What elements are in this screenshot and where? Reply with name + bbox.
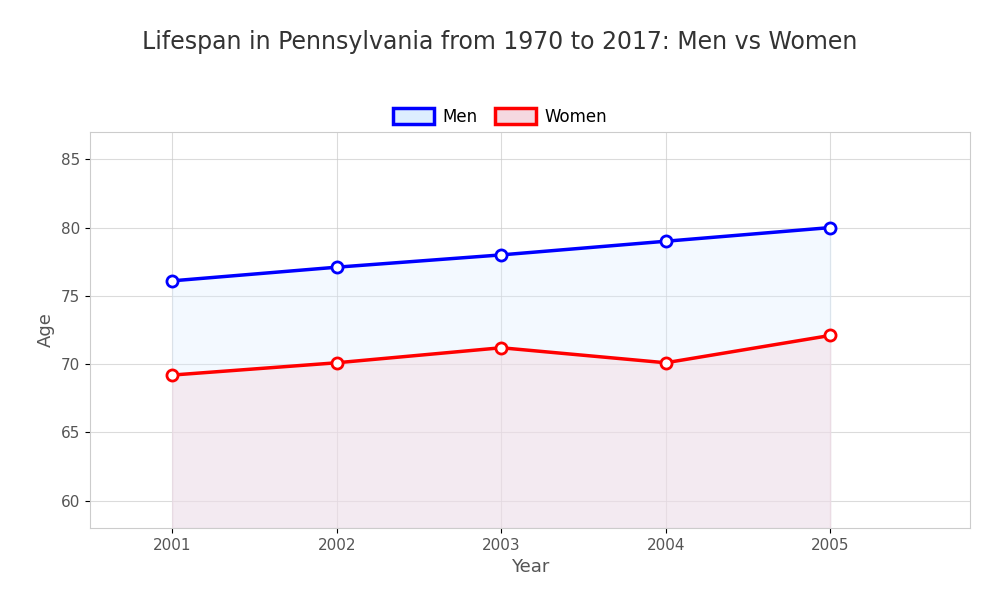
Text: Lifespan in Pennsylvania from 1970 to 2017: Men vs Women: Lifespan in Pennsylvania from 1970 to 20… [142,30,858,54]
Legend: Men, Women: Men, Women [386,101,614,133]
X-axis label: Year: Year [511,558,549,576]
Y-axis label: Age: Age [37,313,55,347]
